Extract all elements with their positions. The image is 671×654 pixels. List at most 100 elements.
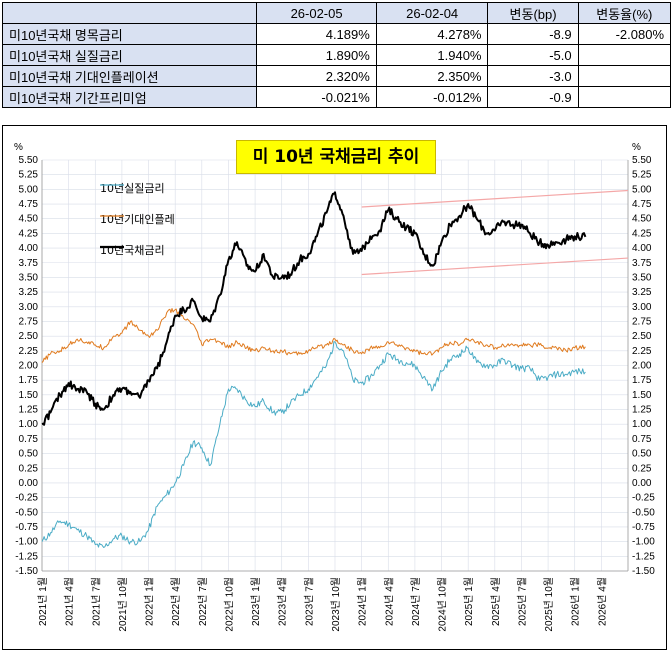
x-tick-label: 2025년 10월 <box>543 577 555 632</box>
y-tick-label-right: 0.50 <box>632 449 652 460</box>
y-tick-label-left: -1.50 <box>15 566 38 577</box>
y-tick-label-left: 2.00 <box>19 361 39 372</box>
table-header-row: 26-02-05 26-02-04 변동(bp) 변동율(%) <box>1 2 671 24</box>
table-row: 미10년국채 명목금리 4.189% 4.278% -8.9 -2.080% <box>1 23 671 45</box>
y-unit-left: % <box>14 142 23 153</box>
header-change-bp: 변동(bp) <box>487 2 579 24</box>
row-label: 미10년국채 실질금리 <box>1 44 258 66</box>
y-tick-label-right: 3.00 <box>632 302 652 313</box>
y-tick-label-left: 3.00 <box>19 302 39 313</box>
y-tick-label-left: 4.00 <box>19 243 39 254</box>
x-tick-label: 2021년 1월 <box>37 577 49 626</box>
row-value-1: 4.189% <box>256 23 377 45</box>
y-tick-label-right: 4.25 <box>632 228 652 239</box>
y-tick-label-right: -0.50 <box>632 507 655 518</box>
legend-inflation: 10년기대인플레 <box>100 211 175 227</box>
row-label: 미10년국채 기간프리미엄 <box>1 86 258 108</box>
y-tick-label-right: 4.00 <box>632 243 652 254</box>
y-tick-label-right: 2.00 <box>632 361 652 372</box>
legend-inflation-swatch <box>100 215 124 217</box>
row-change-pct <box>577 86 671 108</box>
y-tick-label-right: 2.75 <box>632 316 652 327</box>
y-tick-label-left: 0.75 <box>19 434 39 445</box>
trend-line-upper <box>361 189 629 208</box>
y-tick-label-left: 0.50 <box>19 449 39 460</box>
y-tick-label-left: 1.25 <box>19 405 39 416</box>
y-tick-label-left: 0.00 <box>19 478 39 489</box>
y-tick-label-left: 1.00 <box>19 419 39 430</box>
x-tick-label: 2025년 1월 <box>463 577 475 626</box>
row-label: 미10년국채 명목금리 <box>1 23 258 45</box>
y-tick-label-left: -1.00 <box>15 537 38 548</box>
y-tick-label-left: 5.00 <box>19 184 39 195</box>
y-tick-label-left: 3.25 <box>19 287 39 298</box>
x-tick-label: 2023년 7월 <box>303 577 315 626</box>
series-line-2 <box>41 191 587 426</box>
y-tick-label-left: 2.50 <box>19 331 39 342</box>
y-tick-label-right: 5.25 <box>632 170 652 181</box>
y-tick-label-left: 2.75 <box>19 316 39 327</box>
y-tick-label-right: 3.75 <box>632 258 652 269</box>
y-tick-label-right: 1.50 <box>632 390 652 401</box>
x-tick-label: 2023년 4월 <box>277 577 289 626</box>
y-tick-label-right: 1.00 <box>632 419 652 430</box>
y-tick-label-left: 5.25 <box>19 170 39 181</box>
header-date-1: 26-02-05 <box>256 2 377 24</box>
x-tick-label: 2021년 10월 <box>117 577 129 632</box>
x-tick-label: 2025년 4월 <box>490 577 502 626</box>
y-tick-label-left: -0.25 <box>15 493 38 504</box>
y-tick-label-right: 1.75 <box>632 375 652 386</box>
row-value-2: 4.278% <box>375 23 489 45</box>
x-tick-label: 2021년 4월 <box>64 577 76 626</box>
y-tick-label-right: 4.50 <box>632 214 652 225</box>
y-tick-label-left: 4.25 <box>19 228 39 239</box>
x-tick-label: 2023년 10월 <box>330 577 342 632</box>
y-tick-label-left: 3.75 <box>19 258 39 269</box>
x-tick-label: 2022년 7월 <box>197 577 209 626</box>
y-tick-label-right: 3.25 <box>632 287 652 298</box>
row-value-2: -0.012% <box>375 86 489 108</box>
y-tick-label-left: 3.50 <box>19 272 39 283</box>
x-tick-label: 2023년 1월 <box>250 577 262 626</box>
header-blank <box>1 2 258 24</box>
x-tick-label: 2024년 7월 <box>410 577 422 626</box>
y-tick-label-right: -1.50 <box>632 566 655 577</box>
legend-nominal: 10년국채금리 <box>100 242 165 258</box>
y-tick-label-right: -0.25 <box>632 493 655 504</box>
row-value-1: -0.021% <box>256 86 377 108</box>
y-tick-label-left: -0.75 <box>15 522 38 533</box>
x-tick-label: 2026년 1월 <box>570 577 582 626</box>
y-tick-label-left: -1.25 <box>15 551 38 562</box>
y-tick-label-right: 3.50 <box>632 272 652 283</box>
y-tick-label-left: 4.50 <box>19 214 39 225</box>
legend-nominal-swatch <box>100 245 124 249</box>
x-tick-label: 2024년 1월 <box>357 577 369 626</box>
y-tick-label-left: -0.50 <box>15 507 38 518</box>
x-tick-label: 2024년 10월 <box>437 577 449 632</box>
row-change-pct: -2.080% <box>577 23 671 45</box>
table-row: 미10년국채 실질금리 1.890% 1.940% -5.0 <box>1 44 671 66</box>
x-tick-label: 2022년 10월 <box>223 577 235 632</box>
y-tick-label-right: 0.75 <box>632 434 652 445</box>
row-change-bp: -0.9 <box>487 86 579 108</box>
x-tick-label: 2025년 7월 <box>516 577 528 626</box>
y-tick-label-left: 1.50 <box>19 390 39 401</box>
y-tick-label-right: -0.75 <box>632 522 655 533</box>
y-tick-label-right: 0.00 <box>632 478 652 489</box>
series-line-0 <box>41 341 586 548</box>
x-tick-label: 2022년 1월 <box>144 577 156 626</box>
y-tick-label-left: 4.75 <box>19 199 39 210</box>
series-line-1 <box>41 308 586 363</box>
legend-real-rate-swatch <box>100 184 124 186</box>
y-tick-label-left: 5.50 <box>19 155 39 166</box>
row-value-1: 1.890% <box>256 44 377 66</box>
trend-line-lower <box>361 257 629 276</box>
y-tick-label-right: 5.00 <box>632 184 652 195</box>
table-row: 미10년국채 기간프리미엄 -0.021% -0.012% -0.9 <box>1 86 671 108</box>
x-tick-label: 2026년 4월 <box>596 577 608 626</box>
y-tick-label-right: 5.50 <box>632 155 652 166</box>
y-tick-label-right: 2.50 <box>632 331 652 342</box>
y-tick-label-left: 1.75 <box>19 375 39 386</box>
row-label: 미10년국채 기대인플레이션 <box>1 65 258 87</box>
